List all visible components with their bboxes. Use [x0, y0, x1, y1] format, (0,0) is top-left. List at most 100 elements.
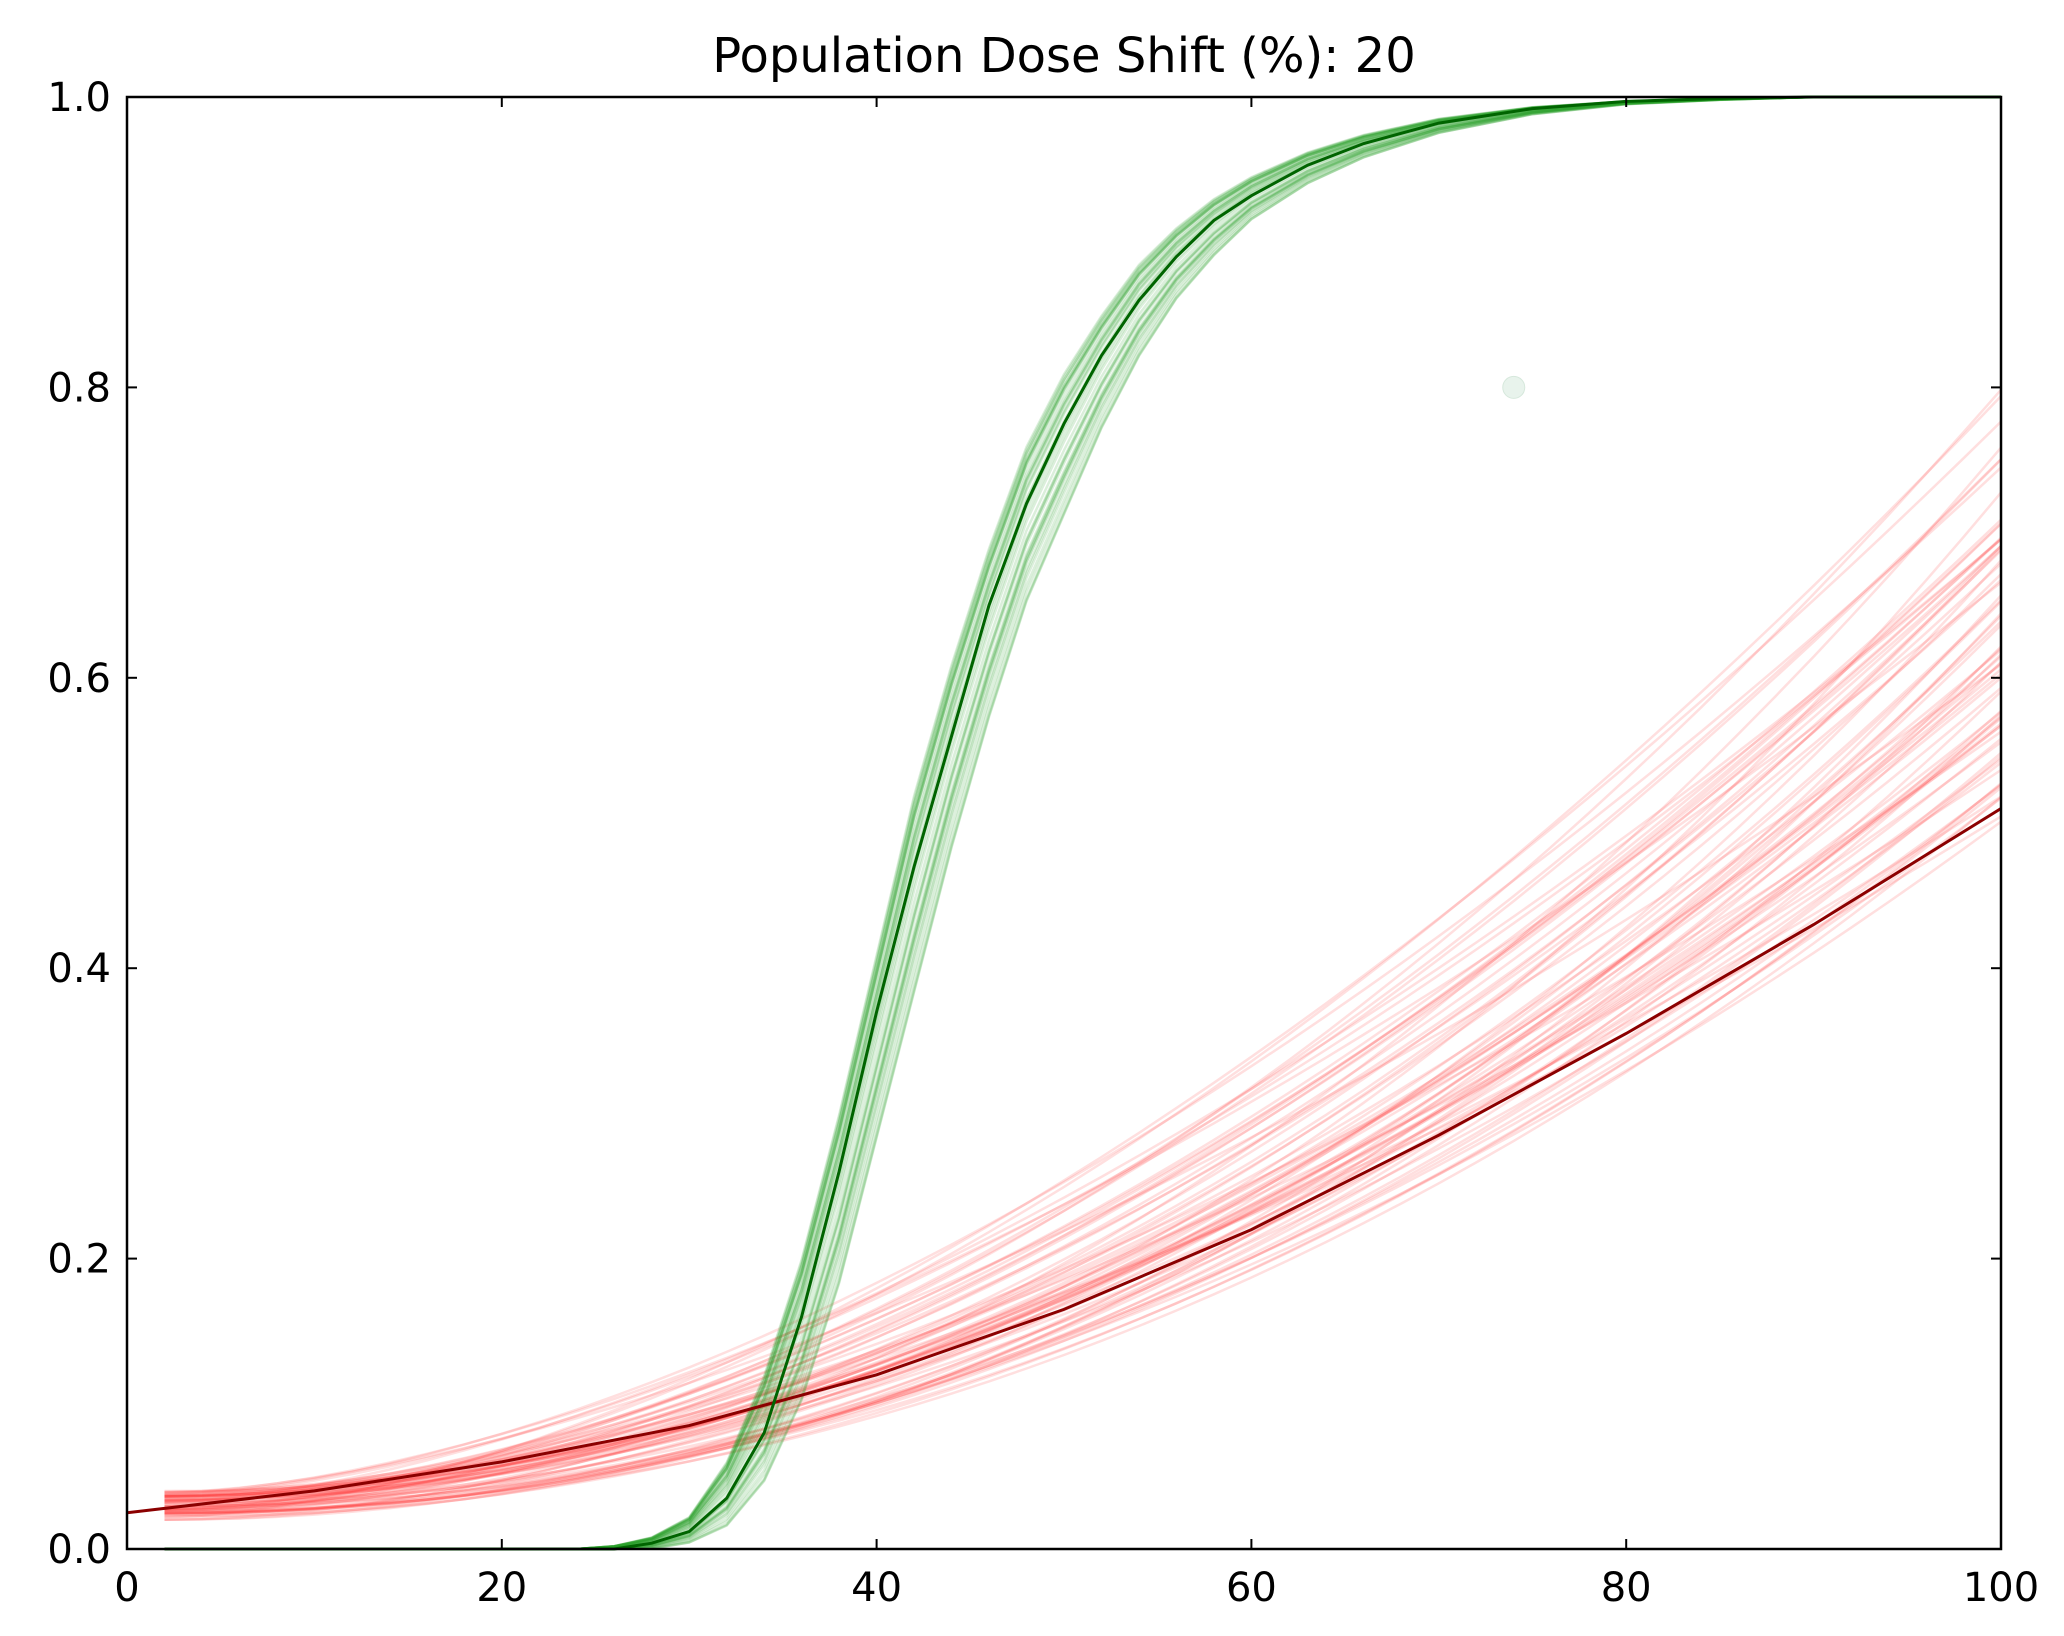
red-sample-curve: [164, 624, 2002, 1501]
green-sample-curve: [164, 95, 2001, 1551]
red-sample-curve: [164, 579, 2002, 1495]
plot-area: [127, 97, 2001, 1549]
green-sample-curve: [164, 95, 2001, 1551]
red-sample-curve: [164, 545, 2002, 1498]
green-sample-curve: [164, 95, 2001, 1551]
green-sample-curve: [164, 95, 2001, 1551]
green-sample-curve: [164, 95, 2001, 1551]
green-sample-curve: [164, 95, 2001, 1551]
red-sample-curve: [164, 491, 2002, 1498]
red-sample-curve: [164, 655, 2002, 1506]
red-sample-curve: [164, 446, 2002, 1517]
red-sample-curve: [164, 796, 2002, 1513]
red-sample-curve: [164, 782, 2002, 1508]
green-sample-curve: [164, 95, 2001, 1551]
red-sample-curve: [164, 615, 2002, 1508]
y-tick-label: 0.8: [47, 365, 111, 411]
x-tick-label: 60: [1226, 1565, 1277, 1611]
green-sample-curve: [164, 95, 2001, 1551]
green-sample-curve: [164, 95, 2001, 1551]
red-sample-curve: [164, 388, 2002, 1499]
red-sample-curve: [164, 795, 2002, 1510]
red-sample-curve: [164, 758, 2002, 1494]
red-sample-curve: [164, 620, 2002, 1501]
red-sample-curve: [164, 645, 2002, 1515]
red-sample-curve: [164, 661, 2002, 1515]
green-sample-curve: [164, 95, 2001, 1551]
red-sample-curve: [164, 784, 2002, 1502]
red-sample-curve: [164, 599, 2002, 1497]
red-sample-curve: [164, 711, 2002, 1498]
green-sample-curve: [164, 95, 2001, 1551]
green-sample-curve: [164, 95, 2001, 1551]
red-sample-curve: [164, 573, 2002, 1501]
red-sample-curve: [164, 752, 2002, 1510]
x-tick-label: 100: [1963, 1565, 2039, 1611]
green-sample-curve: [164, 95, 2001, 1551]
y-axis: 0.0 0.2 0.4 0.6 0.8 1.0: [47, 75, 2001, 1573]
green-sample-curve: [164, 95, 2001, 1551]
green-sample-curve: [164, 95, 2001, 1551]
red-sample-curve: [164, 466, 2002, 1496]
red-sample-curve: [164, 716, 2002, 1498]
annotation-markers: [1502, 375, 1526, 399]
red-sample-curve: [164, 653, 2002, 1515]
red-sample-curve: [164, 710, 2002, 1521]
red-sample-curve: [164, 768, 2002, 1498]
green-sample-curve: [164, 95, 2001, 1551]
y-tick-label: 1.0: [47, 75, 111, 121]
red-sample-curve: [164, 458, 2002, 1513]
red-sample-curve: [164, 786, 2002, 1518]
red-sample-curve: [164, 458, 2002, 1505]
red-sample-curve: [164, 663, 2002, 1494]
green-sample-curve: [164, 95, 2001, 1551]
y-tick-label: 0.6: [47, 656, 111, 702]
red-sample-curve: [164, 668, 2002, 1496]
red-sample-curve: [164, 690, 2002, 1514]
red-sample-curve: [164, 722, 2002, 1502]
green-sample-curve: [164, 95, 2001, 1551]
red-sample-curve: [164, 536, 2002, 1501]
green-sample-curve: [164, 95, 2001, 1551]
x-tick-label: 40: [851, 1565, 902, 1611]
red-sample-curve: [164, 594, 2002, 1514]
red-sample-curve: [164, 741, 2002, 1511]
red-sample-curve: [164, 549, 2002, 1516]
red-sample-curve: [164, 518, 2002, 1498]
red-sample-curve: [164, 820, 2002, 1512]
x-tick-label: 20: [476, 1565, 527, 1611]
red-sample-curve: [164, 714, 2002, 1505]
red-sample-curve: [164, 815, 2002, 1499]
green-sample-curve: [164, 95, 2001, 1551]
main-curves: [126, 95, 2002, 1551]
red-sample-curve: [164, 724, 2002, 1498]
red-sample-curve: [164, 581, 2002, 1495]
red-sample-curve: [164, 522, 2002, 1514]
red-sample-curve: [164, 559, 2002, 1508]
red-sample-curve: [164, 783, 2002, 1514]
green-sample-curve: [164, 95, 2001, 1551]
red-sample-curve: [164, 548, 2002, 1493]
red-sample-curve: [164, 600, 2002, 1516]
green-sample-curve: [164, 95, 2001, 1551]
chart-title: Population Dose Shift (%): 20: [712, 28, 1416, 84]
y-tick-label: 0.0: [47, 1527, 111, 1573]
x-tick-label: 0: [114, 1565, 139, 1611]
y-tick-label: 0.2: [47, 1237, 111, 1283]
red-sample-curves: [164, 388, 2002, 1522]
plot-frame: [125, 95, 2003, 1551]
x-axis: 0 20 40 60 80 100: [114, 97, 2039, 1611]
red-sample-curve: [164, 724, 2002, 1522]
faint-marker-point: [1502, 375, 1526, 399]
red-sample-curve: [164, 730, 2002, 1502]
red-sample-curve: [164, 538, 2002, 1504]
green-sample-curve: [164, 95, 2001, 1551]
red-sample-curve: [164, 686, 2002, 1512]
green-sample-curve: [164, 95, 2001, 1551]
green-sample-curve: [164, 95, 2001, 1551]
main-green-curve: [164, 95, 2001, 1551]
red-sample-curve: [164, 538, 2002, 1497]
red-sample-curve: [164, 612, 2002, 1518]
red-sample-curve: [164, 797, 2002, 1505]
